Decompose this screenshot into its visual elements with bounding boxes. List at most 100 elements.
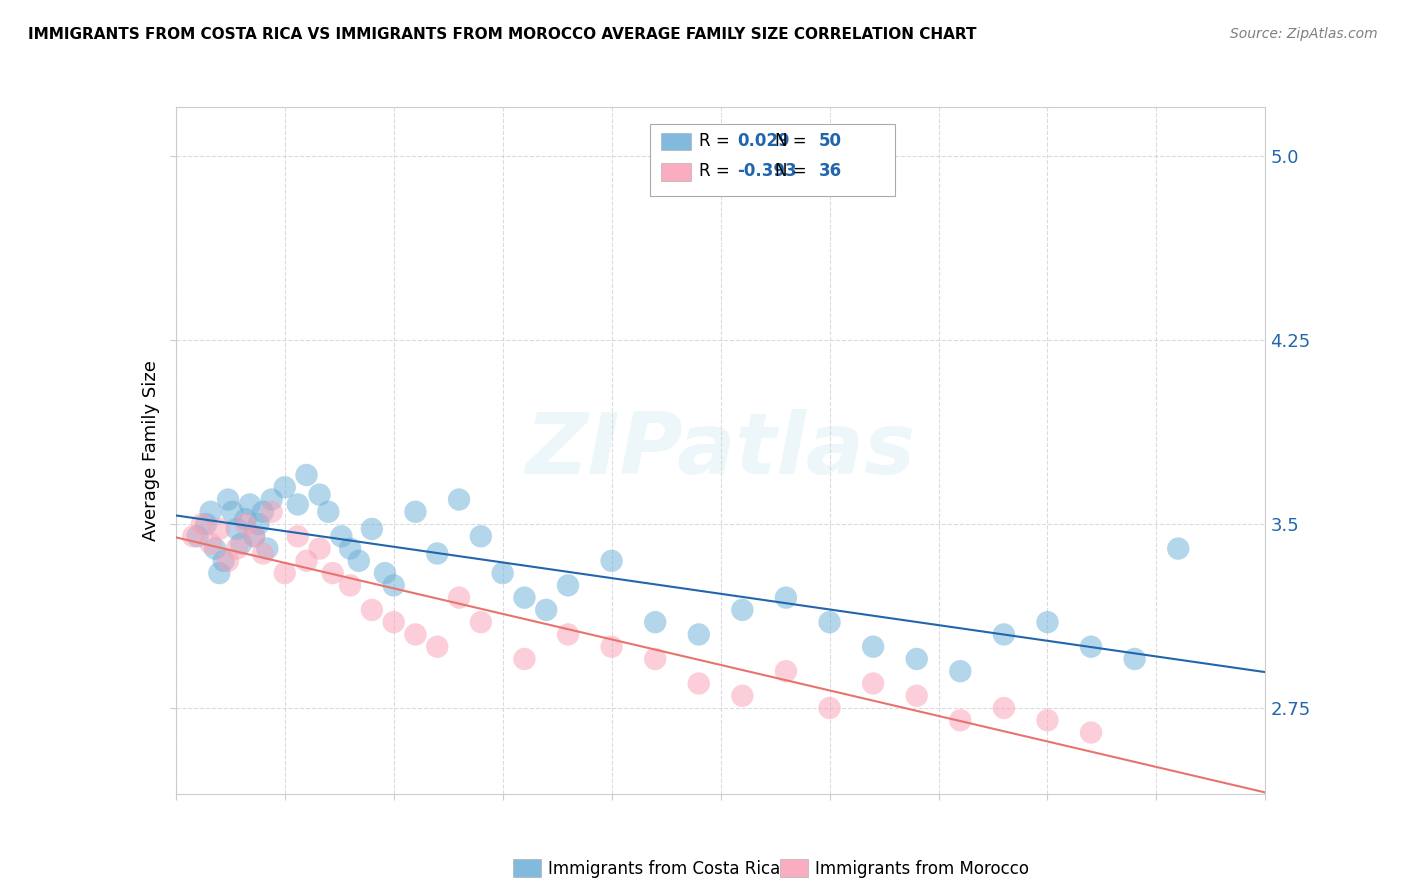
Point bbox=[905, 689, 928, 703]
Point bbox=[360, 522, 382, 536]
Point bbox=[644, 615, 666, 630]
Point bbox=[492, 566, 515, 581]
Point bbox=[212, 554, 235, 568]
Point bbox=[308, 487, 330, 501]
Point bbox=[339, 541, 361, 556]
Point bbox=[295, 467, 318, 482]
Point bbox=[186, 529, 209, 543]
Point bbox=[274, 566, 297, 581]
Point bbox=[993, 627, 1015, 641]
Point bbox=[256, 541, 278, 556]
Point bbox=[949, 664, 972, 679]
Point bbox=[862, 640, 884, 654]
Point bbox=[818, 615, 841, 630]
Point bbox=[513, 591, 536, 605]
Point bbox=[731, 603, 754, 617]
Point bbox=[818, 701, 841, 715]
Text: N =: N = bbox=[775, 162, 811, 180]
Text: R =: R = bbox=[699, 132, 735, 151]
Point bbox=[775, 591, 797, 605]
Point bbox=[426, 640, 449, 654]
Point bbox=[287, 529, 309, 543]
Point bbox=[688, 676, 710, 690]
Point bbox=[295, 554, 318, 568]
Point bbox=[600, 640, 623, 654]
Point bbox=[905, 652, 928, 666]
Text: Immigrants from Costa Rica: Immigrants from Costa Rica bbox=[548, 860, 780, 878]
Point bbox=[382, 578, 405, 592]
Point bbox=[557, 627, 579, 641]
Point bbox=[208, 566, 231, 581]
Text: N =: N = bbox=[775, 132, 811, 151]
FancyBboxPatch shape bbox=[513, 859, 541, 877]
Point bbox=[949, 714, 972, 728]
Point bbox=[1036, 615, 1059, 630]
Text: 0.029: 0.029 bbox=[737, 132, 790, 151]
Point bbox=[195, 516, 218, 531]
Point bbox=[1123, 652, 1146, 666]
Point bbox=[239, 497, 262, 511]
Point bbox=[600, 554, 623, 568]
Point bbox=[204, 541, 226, 556]
Point bbox=[405, 627, 427, 641]
Point bbox=[217, 554, 239, 568]
Point bbox=[208, 522, 231, 536]
Point bbox=[235, 516, 257, 531]
Point bbox=[557, 578, 579, 592]
Point bbox=[330, 529, 353, 543]
Point bbox=[447, 591, 470, 605]
Point bbox=[426, 546, 449, 561]
Text: Source: ZipAtlas.com: Source: ZipAtlas.com bbox=[1230, 27, 1378, 41]
Text: ZIPatlas: ZIPatlas bbox=[526, 409, 915, 492]
Point bbox=[252, 546, 274, 561]
Point bbox=[287, 497, 309, 511]
Point bbox=[243, 529, 266, 543]
Point bbox=[1167, 541, 1189, 556]
Point bbox=[405, 505, 427, 519]
Point bbox=[247, 516, 270, 531]
Point bbox=[731, 689, 754, 703]
Point bbox=[200, 505, 222, 519]
Point bbox=[688, 627, 710, 641]
Point bbox=[221, 505, 243, 519]
Point bbox=[322, 566, 344, 581]
FancyBboxPatch shape bbox=[780, 859, 808, 877]
Point bbox=[470, 615, 492, 630]
Point bbox=[775, 664, 797, 679]
Point bbox=[200, 536, 222, 550]
Point bbox=[318, 505, 340, 519]
Point bbox=[274, 480, 297, 494]
Point bbox=[225, 541, 247, 556]
Point bbox=[470, 529, 492, 543]
Point bbox=[360, 603, 382, 617]
Point bbox=[191, 516, 214, 531]
Point bbox=[347, 554, 370, 568]
Point bbox=[260, 492, 283, 507]
Point bbox=[862, 676, 884, 690]
Y-axis label: Average Family Size: Average Family Size bbox=[142, 360, 160, 541]
Point bbox=[644, 652, 666, 666]
Point bbox=[447, 492, 470, 507]
Text: R =: R = bbox=[699, 162, 735, 180]
Point bbox=[235, 512, 257, 526]
Point bbox=[339, 578, 361, 592]
Point bbox=[243, 529, 266, 543]
Text: Immigrants from Morocco: Immigrants from Morocco bbox=[815, 860, 1029, 878]
Point bbox=[1036, 714, 1059, 728]
Point bbox=[1080, 640, 1102, 654]
FancyBboxPatch shape bbox=[661, 163, 692, 180]
Point bbox=[1080, 725, 1102, 739]
Point bbox=[260, 505, 283, 519]
Point bbox=[252, 505, 274, 519]
Point bbox=[217, 492, 239, 507]
Text: 36: 36 bbox=[818, 162, 842, 180]
Point bbox=[382, 615, 405, 630]
Text: 50: 50 bbox=[818, 132, 842, 151]
Point bbox=[374, 566, 396, 581]
Text: -0.393: -0.393 bbox=[737, 162, 797, 180]
FancyBboxPatch shape bbox=[661, 133, 692, 151]
FancyBboxPatch shape bbox=[650, 124, 896, 196]
Point bbox=[993, 701, 1015, 715]
Point bbox=[308, 541, 330, 556]
Point bbox=[534, 603, 557, 617]
